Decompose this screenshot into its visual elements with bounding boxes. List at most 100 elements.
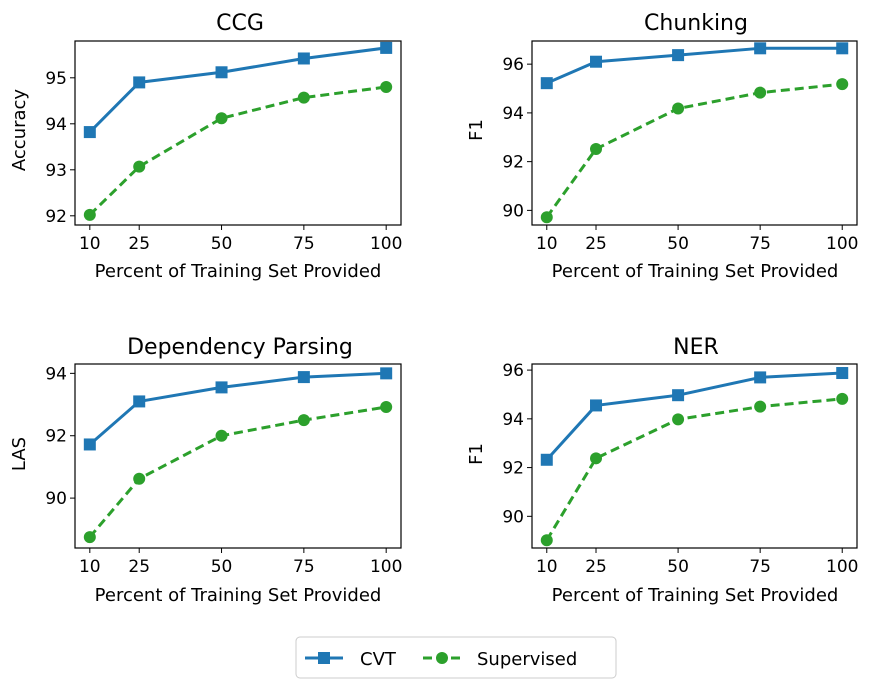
data-point-supervised (836, 392, 849, 405)
x-tick-label: 25 (585, 557, 607, 577)
x-tick-label: 100 (370, 557, 402, 577)
y-tick-label: 94 (502, 104, 524, 124)
data-point-supervised (215, 429, 228, 442)
y-tick-label: 95 (45, 69, 67, 89)
x-tick-label: 25 (585, 234, 607, 254)
data-point-cvt (215, 66, 228, 79)
data-point-cvt (754, 371, 767, 384)
legend: CVT Supervised (295, 636, 617, 679)
x-tick-label: 100 (826, 557, 858, 577)
data-point-supervised (215, 112, 228, 125)
data-point-cvt (836, 42, 849, 55)
data-point-cvt (297, 371, 310, 384)
y-tick-label: 92 (45, 207, 67, 227)
plot-frame (74, 363, 402, 549)
data-point-cvt (540, 77, 553, 90)
data-point-supervised (380, 401, 393, 414)
x-tick-label: 100 (370, 234, 402, 254)
data-point-supervised (380, 81, 393, 93)
data-point-supervised (672, 102, 685, 115)
data-point-cvt (672, 49, 685, 62)
y-tick-label: 90 (45, 489, 67, 509)
data-point-cvt (83, 126, 96, 139)
y-tick-label: 94 (45, 115, 67, 135)
panel-dependency-parsing: Dependency Parsing Percent of Training S… (9, 335, 402, 606)
y-axis-label: F1 (466, 119, 487, 141)
x-tick-label: 100 (826, 234, 858, 254)
x-tick-label: 50 (667, 234, 689, 254)
x-tick-label: 25 (128, 557, 150, 577)
x-axis-label: Percent of Training Set Provided (95, 261, 382, 282)
data-point-cvt (133, 76, 146, 89)
x-tick-label: 75 (749, 557, 771, 577)
x-tick-label: 10 (536, 234, 558, 254)
x-axis-label: Percent of Training Set Provided (95, 585, 382, 606)
y-axis-label: LAS (9, 437, 30, 471)
data-point-supervised (133, 472, 146, 485)
legend-label-supervised: Supervised (477, 649, 577, 670)
y-tick-label: 92 (45, 427, 67, 447)
legend-label-cvt: CVT (360, 649, 397, 670)
data-point-cvt (754, 42, 767, 55)
panel-ner: NER Percent of Training Set Provided F1 … (466, 335, 858, 606)
data-point-supervised (590, 142, 603, 155)
data-point-supervised (83, 531, 96, 544)
x-tick-label: 50 (211, 557, 233, 577)
data-point-supervised (672, 413, 685, 426)
data-point-supervised (754, 86, 767, 99)
data-point-cvt (590, 55, 603, 68)
y-axis-label: Accuracy (9, 89, 30, 172)
plot-frame (74, 40, 402, 226)
data-point-cvt (380, 41, 393, 54)
y-tick-label: 94 (45, 364, 67, 384)
plot-frame (531, 40, 858, 226)
legend-marker-supervised (436, 652, 448, 664)
x-axis-label: Percent of Training Set Provided (552, 585, 839, 606)
data-point-supervised (297, 91, 310, 104)
data-point-supervised (133, 160, 146, 173)
y-tick-label: 92 (502, 459, 524, 479)
data-point-supervised (836, 78, 849, 91)
panel-title: CCG (216, 11, 264, 36)
data-point-cvt (836, 367, 849, 380)
data-point-cvt (297, 52, 310, 65)
data-point-supervised (297, 414, 310, 427)
x-tick-label: 75 (749, 234, 771, 254)
data-point-supervised (540, 534, 553, 547)
panel-title: Dependency Parsing (127, 335, 353, 360)
series-line-supervised (545, 397, 843, 541)
x-tick-label: 10 (79, 234, 101, 254)
legend-marker-cvt (318, 652, 330, 664)
y-tick-label: 90 (502, 507, 524, 527)
panel-title: Chunking (644, 11, 748, 36)
data-point-cvt (133, 395, 146, 408)
series-line-cvt (88, 46, 387, 134)
panel-title: NER (673, 335, 719, 360)
series-line-supervised (88, 405, 387, 539)
data-point-cvt (590, 399, 603, 412)
y-axis-label: F1 (466, 443, 487, 465)
y-tick-label: 96 (502, 55, 524, 75)
data-point-supervised (83, 208, 96, 221)
x-tick-label: 50 (211, 234, 233, 254)
data-point-supervised (590, 452, 603, 465)
x-axis-label: Percent of Training Set Provided (552, 261, 839, 282)
y-tick-label: 96 (502, 361, 524, 381)
x-tick-label: 75 (293, 557, 315, 577)
x-tick-label: 10 (536, 557, 558, 577)
data-point-cvt (540, 453, 553, 466)
data-point-supervised (540, 211, 553, 224)
x-tick-label: 75 (293, 234, 315, 254)
y-tick-label: 94 (502, 410, 524, 430)
data-point-cvt (83, 438, 96, 451)
x-tick-label: 50 (667, 557, 689, 577)
data-point-supervised (754, 400, 767, 413)
x-tick-label: 25 (128, 234, 150, 254)
y-tick-label: 92 (502, 153, 524, 173)
panel-chunking: Chunking Percent of Training Set Provide… (466, 11, 858, 282)
plot-frame (531, 363, 858, 549)
data-point-cvt (215, 381, 228, 394)
data-point-cvt (380, 367, 393, 380)
panel-ccg: CCG Percent of Training Set Provided Acc… (9, 11, 402, 282)
